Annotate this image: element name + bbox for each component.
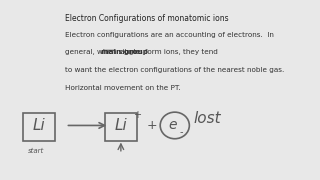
Text: atoms form ions, they tend: atoms form ions, they tend [118, 49, 218, 55]
Text: lost: lost [193, 111, 221, 126]
Text: to want the electron configurations of the nearest noble gas.: to want the electron configurations of t… [66, 67, 285, 73]
Text: Horizontal movement on the PT.: Horizontal movement on the PT. [66, 85, 181, 91]
Text: Li: Li [115, 118, 127, 133]
Text: -: - [179, 127, 183, 137]
Text: start: start [28, 148, 44, 154]
Text: +: + [133, 110, 141, 120]
Text: main group: main group [101, 49, 148, 55]
Text: Electron Configurations of monatomic ions: Electron Configurations of monatomic ion… [66, 14, 229, 23]
Text: +: + [146, 119, 157, 132]
Text: general, when single: general, when single [66, 49, 143, 55]
Text: Li: Li [33, 118, 46, 133]
Text: Electron configurations are an accounting of electrons.  In: Electron configurations are an accountin… [66, 31, 274, 37]
Text: e: e [169, 118, 177, 132]
